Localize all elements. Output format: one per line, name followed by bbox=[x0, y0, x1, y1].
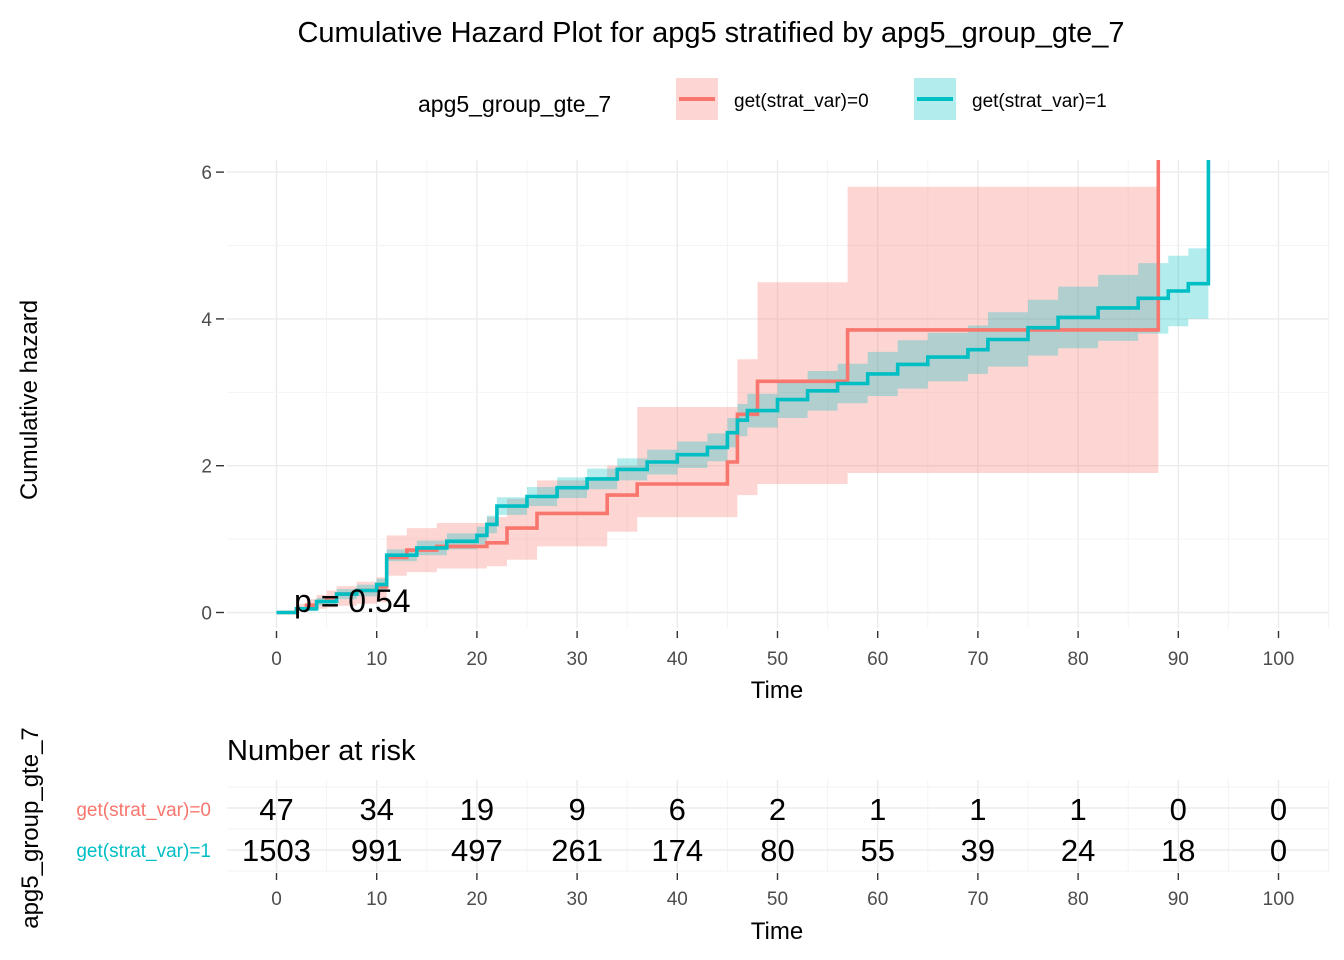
y-tick-label: 2 bbox=[201, 457, 212, 478]
risk-value: 80 bbox=[760, 833, 794, 868]
risk-x-tick-label: 60 bbox=[867, 889, 888, 910]
risk-values: 47 34 19 9 6 2 1 1 1 0 0 1503 991 497 261 174 80 55 39 24 18… bbox=[242, 792, 1287, 868]
x-tick-label: 10 bbox=[366, 649, 387, 670]
y-tick-label: 0 bbox=[201, 604, 212, 625]
confidence-band-1 bbox=[276, 248, 1209, 613]
main-grid bbox=[227, 160, 1330, 628]
risk-x-ticks: 0 10 20 30 40 50 60 70 80 90 100 bbox=[271, 873, 1294, 910]
risk-x-tick-label: 80 bbox=[1068, 889, 1089, 910]
risk-x-tick-label: 50 bbox=[767, 889, 788, 910]
risk-value: 55 bbox=[860, 833, 894, 868]
legend-label-1: get(strat_var)=1 bbox=[972, 91, 1107, 112]
x-tick-label: 40 bbox=[667, 649, 688, 670]
risk-value: 2 bbox=[769, 792, 786, 827]
x-tick-label: 20 bbox=[466, 649, 487, 670]
risk-value: 261 bbox=[551, 833, 603, 868]
risk-table-title: Number at risk bbox=[227, 735, 416, 767]
p-value-annotation: p = 0.54 bbox=[294, 583, 411, 619]
y-axis-ticks: 0 2 4 6 bbox=[201, 163, 224, 625]
risk-x-tick-label: 10 bbox=[366, 889, 387, 910]
risk-strata-label-0: get(strat_var)=0 bbox=[76, 800, 211, 821]
x-axis-title: Time bbox=[751, 677, 803, 704]
hazard-line-1 bbox=[276, 160, 1211, 615]
risk-value: 991 bbox=[351, 833, 403, 868]
confidence-band-0 bbox=[276, 186, 1159, 613]
risk-strata-label-1: get(strat_var)=1 bbox=[76, 841, 211, 862]
risk-value: 0 bbox=[1270, 792, 1287, 827]
risk-x-tick-label: 40 bbox=[667, 889, 688, 910]
risk-x-tick-label: 100 bbox=[1263, 889, 1295, 910]
risk-value: 18 bbox=[1161, 833, 1195, 868]
legend: apg5_group_gte_7 get(strat_var)=0 get(st… bbox=[418, 78, 1107, 120]
risk-value: 174 bbox=[651, 833, 703, 868]
risk-value: 39 bbox=[961, 833, 995, 868]
risk-x-tick-label: 90 bbox=[1168, 889, 1189, 910]
risk-value: 34 bbox=[359, 792, 393, 827]
y-axis-title: Cumulative hazard bbox=[16, 300, 43, 500]
y-tick-label: 4 bbox=[201, 310, 212, 331]
risk-value: 6 bbox=[669, 792, 686, 827]
y-tick-label: 6 bbox=[201, 163, 212, 184]
x-tick-label: 60 bbox=[867, 649, 888, 670]
risk-x-tick-label: 20 bbox=[466, 889, 487, 910]
risk-value: 0 bbox=[1170, 792, 1187, 827]
risk-value: 24 bbox=[1061, 833, 1095, 868]
risk-value: 1503 bbox=[242, 833, 311, 868]
x-tick-label: 90 bbox=[1168, 649, 1189, 670]
chart-title: Cumulative Hazard Plot for apg5 stratifi… bbox=[297, 17, 1124, 49]
x-tick-label: 100 bbox=[1263, 649, 1295, 670]
x-tick-label: 80 bbox=[1068, 649, 1089, 670]
confidence-bands bbox=[276, 186, 1209, 613]
risk-x-tick-label: 70 bbox=[967, 889, 988, 910]
risk-value: 497 bbox=[451, 833, 503, 868]
hazard-lines bbox=[276, 160, 1211, 615]
legend-title: apg5_group_gte_7 bbox=[418, 91, 611, 117]
risk-y-axis-title: apg5_group_gte_7 bbox=[17, 727, 44, 929]
legend-label-0: get(strat_var)=0 bbox=[734, 91, 869, 112]
risk-value: 0 bbox=[1270, 833, 1287, 868]
x-tick-label: 70 bbox=[967, 649, 988, 670]
risk-value: 1 bbox=[869, 792, 886, 827]
risk-value: 1 bbox=[969, 792, 986, 827]
x-axis-ticks: 0 10 20 30 40 50 60 70 80 90 100 bbox=[271, 631, 1294, 670]
x-tick-label: 50 bbox=[767, 649, 788, 670]
risk-value: 47 bbox=[259, 792, 293, 827]
x-tick-label: 30 bbox=[567, 649, 588, 670]
risk-value: 9 bbox=[568, 792, 585, 827]
risk-value: 19 bbox=[460, 792, 494, 827]
risk-x-tick-label: 0 bbox=[271, 889, 282, 910]
risk-grid bbox=[227, 780, 1330, 872]
risk-x-axis-title: Time bbox=[751, 918, 803, 945]
risk-value: 1 bbox=[1069, 792, 1086, 827]
risk-x-tick-label: 30 bbox=[567, 889, 588, 910]
x-tick-label: 0 bbox=[271, 649, 282, 670]
